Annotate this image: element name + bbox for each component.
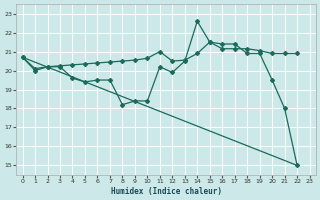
X-axis label: Humidex (Indice chaleur): Humidex (Indice chaleur) bbox=[111, 187, 221, 196]
